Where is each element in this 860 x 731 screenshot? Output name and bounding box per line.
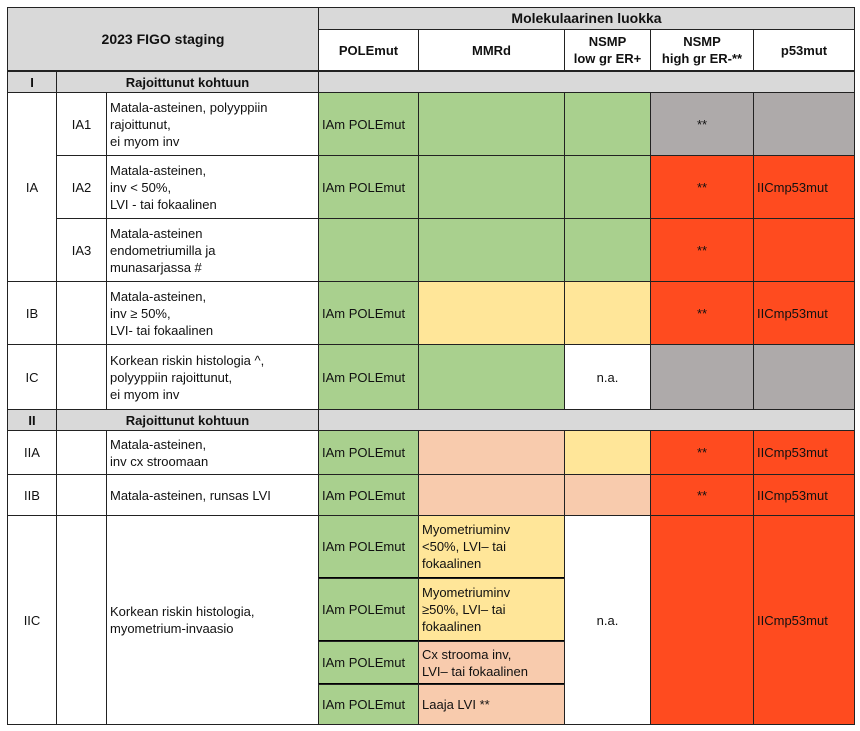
- stage-iia: IIA: [7, 430, 57, 475]
- ic-nsmp-high: [650, 344, 754, 410]
- ia1-p53: [753, 92, 855, 156]
- iic-polemut-4: IAm POLEmut: [318, 684, 419, 725]
- iic-mmrd-3: Cx strooma inv, LVI– tai fokaalinen: [418, 641, 565, 685]
- desc-ia3: Matala-asteinen endometriumilla ja munas…: [106, 218, 319, 282]
- iia-mmrd: [418, 430, 565, 475]
- section-fill-i: [318, 71, 855, 93]
- stage-iib: IIB: [7, 474, 57, 516]
- ia3-nsmp-low: [564, 218, 651, 282]
- section-roman-i: I: [7, 71, 57, 93]
- desc-ib: Matala-asteinen, inv ≥ 50%, LVI- tai fok…: [106, 281, 319, 345]
- ic-nsmp-low: n.a.: [564, 344, 651, 410]
- iia-nsmp-low: [564, 430, 651, 475]
- iic-mmrd-4: Laaja LVI **: [418, 684, 565, 725]
- section-fill-ii: [318, 409, 855, 431]
- iic-mmrd-2: Myometriuminv ≥50%, LVI– tai fokaalinen: [418, 578, 565, 642]
- iic-nsmp-low: n.a.: [564, 515, 651, 725]
- stage-ia: IA: [7, 92, 57, 282]
- ib-mmrd: [418, 281, 565, 345]
- desc-iia: Matala-asteinen, inv cx stroomaan: [106, 430, 319, 475]
- ic-mmrd: [418, 344, 565, 410]
- ia2-nsmp-low: [564, 155, 651, 219]
- iib-p53: IICmp53mut: [753, 474, 855, 516]
- section-label-i: Rajoittunut kohtuun: [56, 71, 319, 93]
- stage-iic: IIC: [7, 515, 57, 725]
- stage-iia-sub: [56, 430, 107, 475]
- desc-ic: Korkean riskin histologia ^, polyyppiin …: [106, 344, 319, 410]
- stage-ib-sub: [56, 281, 107, 345]
- ia2-nsmp-high: **: [650, 155, 754, 219]
- iia-nsmp-high: **: [650, 430, 754, 475]
- col-header-p53mut: p53mut: [753, 29, 855, 71]
- ia3-polemut: [318, 218, 419, 282]
- ib-polemut: IAm POLEmut: [318, 281, 419, 345]
- iic-nsmp-high: [650, 515, 754, 725]
- iia-p53: IICmp53mut: [753, 430, 855, 475]
- col-header-polemut: POLEmut: [318, 29, 419, 71]
- ia2-polemut: IAm POLEmut: [318, 155, 419, 219]
- ia3-mmrd: [418, 218, 565, 282]
- iib-nsmp-low: [564, 474, 651, 516]
- stage-ia2: IA2: [56, 155, 107, 219]
- ia3-p53: [753, 218, 855, 282]
- col-header-nsmp-high: NSMP high gr ER-**: [650, 29, 754, 71]
- ia2-p53: IICmp53mut: [753, 155, 855, 219]
- ia1-mmrd: [418, 92, 565, 156]
- ia1-polemut: IAm POLEmut: [318, 92, 419, 156]
- desc-ia2: Matala-asteinen, inv < 50%, LVI - tai fo…: [106, 155, 319, 219]
- ia3-nsmp-high: **: [650, 218, 754, 282]
- molecular-class-header: Molekulaarinen luokka: [318, 7, 855, 30]
- figo-staging-header: 2023 FIGO staging: [7, 7, 319, 71]
- section-roman-ii: II: [7, 409, 57, 431]
- iic-mmrd-1: Myometriuminv <50%, LVI– tai fokaalinen: [418, 515, 565, 579]
- ia1-nsmp-low: [564, 92, 651, 156]
- col-header-nsmp-low: NSMP low gr ER+: [564, 29, 651, 71]
- ib-nsmp-low: [564, 281, 651, 345]
- iic-p53: IICmp53mut: [753, 515, 855, 725]
- section-label-ii: Rajoittunut kohtuun: [56, 409, 319, 431]
- stage-ic-sub: [56, 344, 107, 410]
- iib-polemut: IAm POLEmut: [318, 474, 419, 516]
- iib-nsmp-high: **: [650, 474, 754, 516]
- ic-p53: [753, 344, 855, 410]
- desc-ia1: Matala-asteinen, polyyppiin rajoittunut,…: [106, 92, 319, 156]
- stage-iic-sub: [56, 515, 107, 725]
- stage-iib-sub: [56, 474, 107, 516]
- iic-polemut-1: IAm POLEmut: [318, 515, 419, 579]
- ia1-nsmp-high: **: [650, 92, 754, 156]
- iib-mmrd: [418, 474, 565, 516]
- stage-ic: IC: [7, 344, 57, 410]
- iic-polemut-3: IAm POLEmut: [318, 641, 419, 685]
- stage-ib: IB: [7, 281, 57, 345]
- stage-ia3: IA3: [56, 218, 107, 282]
- ib-p53: IICmp53mut: [753, 281, 855, 345]
- stage-ia1: IA1: [56, 92, 107, 156]
- desc-iic: Korkean riskin histologia, myometrium-in…: [106, 515, 319, 725]
- desc-iib: Matala-asteinen, runsas LVI: [106, 474, 319, 516]
- ib-nsmp-high: **: [650, 281, 754, 345]
- col-header-mmrd: MMRd: [418, 29, 565, 71]
- iic-polemut-2: IAm POLEmut: [318, 578, 419, 642]
- iia-polemut: IAm POLEmut: [318, 430, 419, 475]
- ic-polemut: IAm POLEmut: [318, 344, 419, 410]
- ia2-mmrd: [418, 155, 565, 219]
